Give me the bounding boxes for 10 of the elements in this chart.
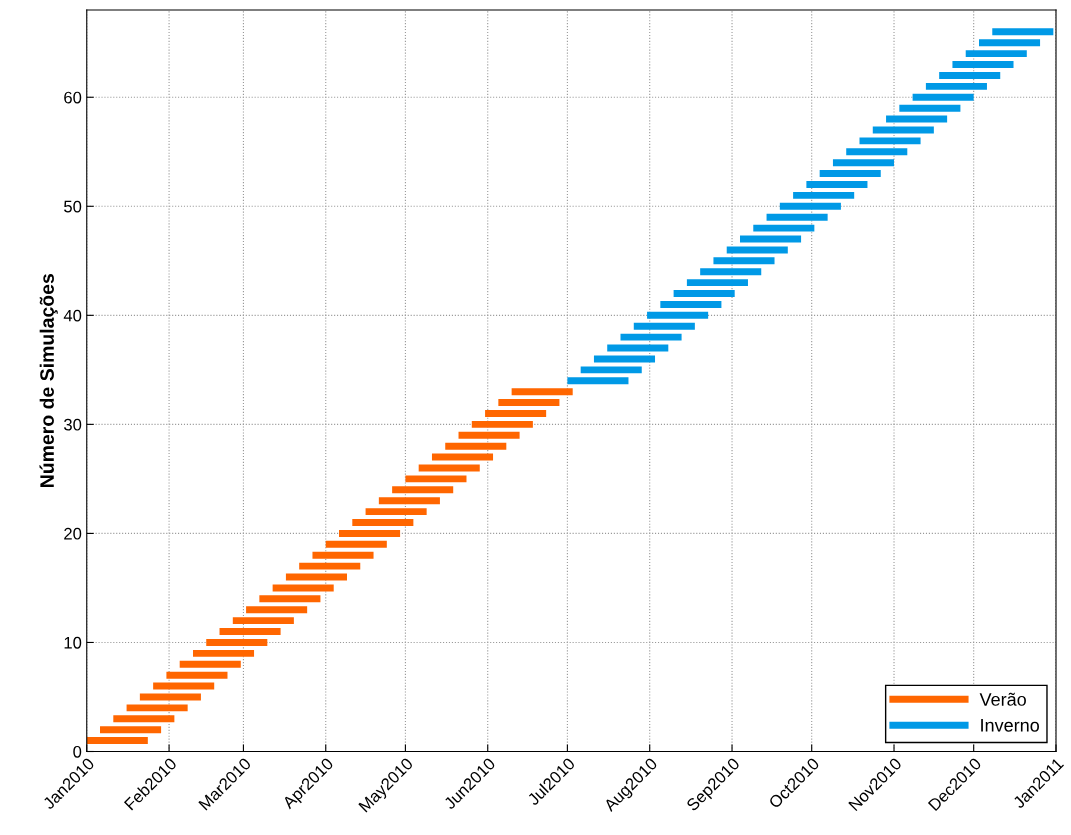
y-axis-title: Número de Simulações [39,274,58,487]
y-tick-label: 60 [64,91,82,104]
y-tick-label: 0 [73,745,82,758]
y-tick-label: 20 [64,527,82,540]
legend-label: Inverno [981,719,1039,732]
y-tick-label: 10 [64,636,82,649]
y-tick-label: 50 [64,200,82,213]
legend-label: Verão [979,692,1026,706]
y-tick-label: 40 [63,309,82,322]
y-tick-label: 30 [63,418,82,431]
